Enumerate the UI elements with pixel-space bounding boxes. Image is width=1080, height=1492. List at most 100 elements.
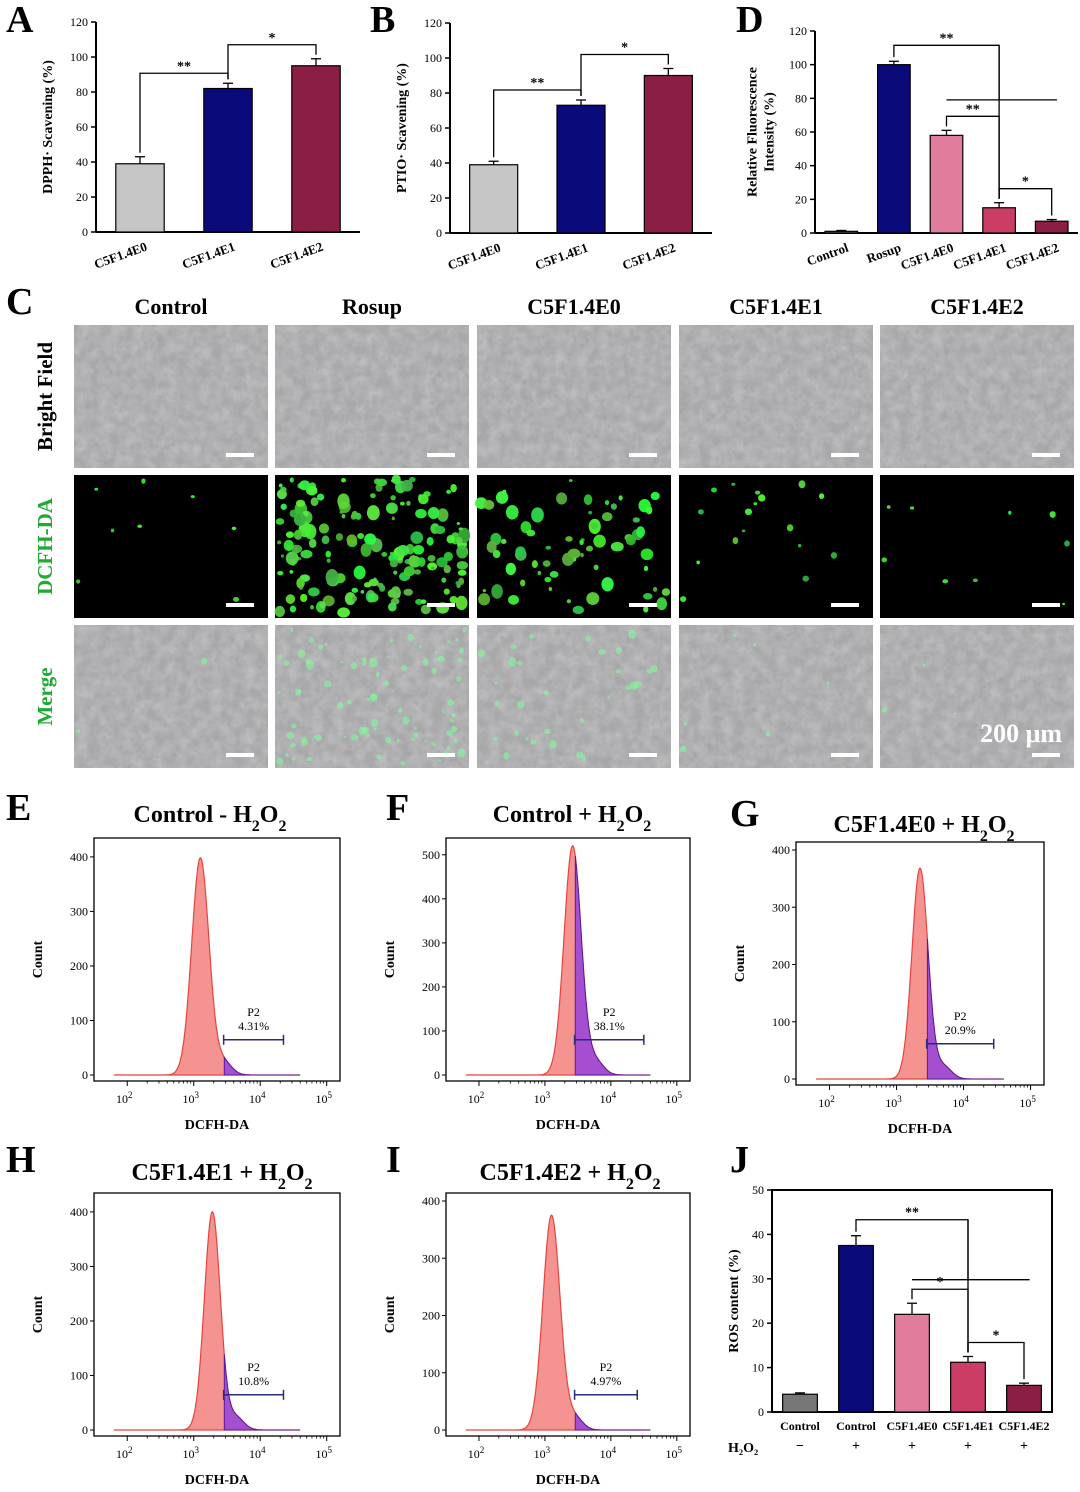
green-cell [290,627,294,632]
bar-chart-j: 0 10 20 30 40 50 ROS content (%) Control Control… [727,1183,1053,1456]
category-label: C5F1.4E2 [268,239,325,272]
column-title: C5F1.4E1 [729,294,823,319]
y-tick-label: 0 [434,1068,440,1082]
green-cell [643,606,649,613]
green-cell [462,627,467,632]
green-cell [424,740,428,743]
bar-2 [643,74,693,234]
green-cell [486,541,497,553]
x-tick-label: 102 [468,1445,485,1461]
title-text-2: O [988,812,1007,838]
green-cell [731,482,736,486]
y-tick-label: 200 [70,959,88,973]
category-label: C5F1.4E2 [999,1419,1050,1433]
significance-label: ** [940,31,954,46]
green-cell [483,499,495,510]
y-tick-label: 100 [422,1024,440,1038]
green-cell [450,725,458,733]
green-cell [422,657,429,666]
y-tick-label: 400 [422,892,440,906]
scale-bar [831,753,859,757]
y-tick-label: 100 [772,1015,790,1029]
green-cell [826,681,830,685]
green-cell [441,577,447,583]
green-cell [350,513,357,520]
panel-label-f: F [386,787,409,829]
y-tick-label: 100 [70,1368,88,1382]
green-cell [400,665,408,671]
bar-2 [929,134,964,234]
green-cell [583,494,593,506]
x-tick-exp: 3 [897,1094,902,1104]
significance-bracket [998,188,1053,216]
cell-texture-2 [679,325,873,468]
green-cell [325,569,339,586]
bar-0 [469,164,519,234]
green-cell [318,523,330,534]
green-cell [593,534,606,548]
green-cell [289,477,294,483]
green-cell [346,534,358,546]
x-tick-label: 102 [116,1090,133,1106]
green-cell [289,743,296,748]
title-text: Control + H [493,802,617,828]
green-cell [576,751,584,759]
panel-label-d: D [736,0,763,41]
green-cell [568,479,573,483]
title-sub-2: 2 [1007,828,1015,845]
green-cell [636,526,646,538]
x-tick-exp: 4 [261,1445,266,1455]
title-sub-2: 2 [653,1176,661,1193]
green-cell [413,732,419,738]
y-tick-label: 0 [784,1072,790,1086]
panel-label-j: J [730,1139,749,1181]
plot-frame [445,837,691,1082]
y-tick-label: 50 [752,1183,764,1197]
cell-texture-2 [679,625,873,768]
category-label: Control [836,1419,876,1433]
green-cell [514,730,519,737]
category-label: C5F1.4E1 [533,240,590,273]
y-tick-label: 20 [752,1316,764,1330]
green-cell [446,745,451,751]
green-cell [441,710,446,714]
green-cell [231,526,237,531]
x-tick-label: 102 [116,1445,133,1461]
green-cell [544,576,552,583]
scale-bar [831,453,859,457]
green-cell [417,557,426,567]
green-cell [830,552,838,559]
x-tick-base: 10 [534,1447,546,1461]
micro-tile-2-3 [679,625,873,768]
x-tick-base: 10 [315,1092,327,1106]
green-cell [277,609,283,614]
green-cell [370,493,376,499]
green-cell [607,696,611,699]
green-cell [758,494,766,502]
gate-name: P2 [954,1009,967,1023]
green-cell [415,598,423,605]
x-tick-base: 10 [818,1096,830,1110]
column-title: Rosup [342,294,402,319]
green-cell [798,480,806,489]
histogram-area [113,856,301,1076]
green-cell [456,676,462,682]
green-cell [277,540,282,545]
green-cell [427,562,438,571]
green-cell [382,680,389,687]
title-text: C5F1.4E0 + H [833,812,980,838]
green-cell [451,713,456,718]
y-tick-label: 300 [70,1259,88,1273]
green-cell [319,601,326,609]
green-cell [562,552,574,566]
x-tick-label: 105 [1019,1094,1036,1110]
green-cell [450,483,457,493]
green-cell [598,648,607,655]
y-tick-label: 300 [70,904,88,918]
micro-tile-2-2 [477,625,671,768]
green-cell [297,649,306,659]
cell-texture-2 [880,325,1074,468]
category-label: Control [780,1419,820,1433]
green-cell [601,512,613,522]
green-cell [362,660,367,666]
